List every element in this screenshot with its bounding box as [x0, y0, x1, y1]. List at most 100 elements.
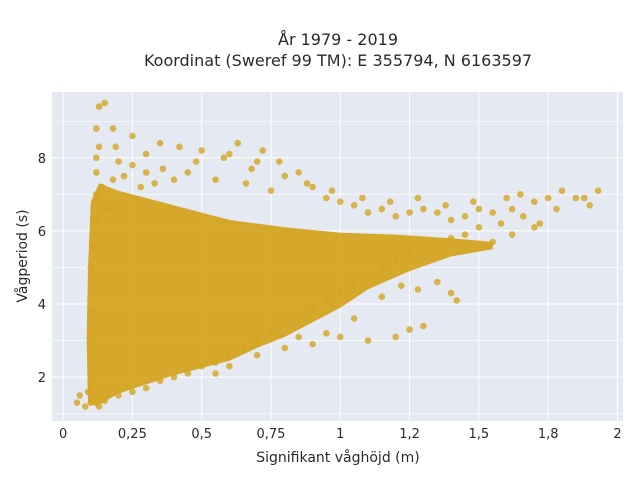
scatter-point: [309, 340, 316, 348]
scatter-point: [95, 143, 103, 151]
scatter-point: [248, 165, 255, 173]
scatter-point: [198, 362, 205, 370]
scatter-point: [489, 209, 497, 216]
scatter-point: [586, 202, 593, 209]
scatter-point: [295, 333, 303, 341]
scatter-point: [386, 198, 394, 205]
scatter-point: [295, 169, 303, 176]
scatter-point: [328, 187, 336, 194]
scatter-point: [378, 205, 386, 213]
scatter-point: [350, 202, 358, 209]
x-axis-title: Signifikant våghöjd (m): [256, 449, 419, 466]
scatter-point: [414, 286, 422, 293]
scatter-point: [240, 344, 247, 352]
scatter-point: [115, 392, 122, 399]
scatter-point: [475, 205, 483, 213]
scatter-core-region: [86, 183, 493, 407]
scatter-point: [453, 297, 461, 304]
scatter-point: [434, 209, 441, 216]
scatter-point: [323, 297, 330, 304]
scatter-point: [544, 194, 552, 202]
x-tick-label: 0,75: [256, 427, 285, 442]
scatter-point: [220, 154, 228, 162]
scatter-point: [295, 311, 303, 319]
scatter-point: [558, 187, 566, 194]
scatter-point: [156, 139, 164, 147]
scatter-point: [447, 289, 455, 297]
scatter-point: [87, 351, 95, 359]
x-axis-ticks: 0 0,25 0,5 0,75 1 1,2 1,5 1,8 2: [59, 427, 622, 442]
scatter-point: [87, 308, 95, 315]
scatter-point: [90, 330, 97, 337]
scatter-point: [93, 125, 100, 132]
scatter-point: [212, 176, 219, 183]
y-tick-label: 4: [38, 298, 46, 313]
scatter-point: [470, 198, 477, 205]
scatter-point: [420, 205, 427, 213]
scatter-point: [142, 384, 150, 392]
scatter-point: [159, 165, 167, 173]
x-tick-label: 0: [59, 427, 67, 442]
scatter-point: [226, 362, 233, 370]
scatter-point: [95, 103, 103, 110]
scatter-point: [184, 370, 192, 377]
y-tick-label: 8: [38, 152, 46, 167]
scatter-point: [170, 373, 178, 381]
scatter-point: [323, 194, 330, 202]
scatter-point: [475, 224, 483, 231]
scatter-point: [90, 242, 97, 249]
x-tick-label: 2: [613, 427, 621, 442]
x-tick-label: 1: [336, 427, 344, 442]
scatter-point: [129, 161, 136, 169]
scatter-point: [303, 180, 311, 187]
scatter-point: [129, 388, 136, 396]
scatter-point: [93, 154, 100, 162]
scatter-point: [87, 264, 95, 271]
scatter-point: [234, 139, 241, 147]
scatter-point: [84, 388, 92, 396]
scatter-point: [519, 213, 527, 220]
scatter-point: [87, 381, 95, 388]
scatter-point: [226, 351, 233, 359]
scatter-point: [434, 242, 441, 249]
scatter-point: [253, 158, 261, 165]
scatter-point: [212, 359, 219, 366]
scatter-point: [414, 194, 422, 202]
scatter-point: [101, 99, 108, 107]
scatter-point: [364, 337, 372, 344]
scatter-point: [447, 216, 455, 224]
scatter-point: [112, 143, 120, 151]
x-tick-label: 1,5: [469, 427, 490, 442]
scatter-point: [572, 194, 580, 202]
scatter-point: [151, 180, 158, 187]
scatter-point: [442, 202, 449, 209]
scatter-point: [434, 278, 441, 286]
scatter-point: [142, 169, 150, 176]
scatter-density-band: [86, 183, 493, 407]
scatter-point: [98, 183, 106, 191]
scatter-point: [87, 399, 95, 407]
scatter-point: [337, 289, 344, 297]
scatter-point: [359, 194, 366, 202]
scatter-point: [309, 304, 316, 312]
scatter-point: [198, 147, 205, 154]
scatter-point: [120, 172, 128, 180]
scatter-point: [109, 125, 117, 132]
scatter-point: [309, 183, 316, 191]
scatter-point: [517, 191, 524, 198]
scatter-point: [276, 158, 283, 165]
scatter-point: [212, 370, 219, 377]
scatter-point: [337, 333, 344, 341]
scatter-point: [392, 333, 400, 341]
scatter-point: [531, 198, 538, 205]
x-tick-label: 1,8: [538, 427, 559, 442]
scatter-point: [93, 169, 100, 176]
scatter-point: [253, 337, 261, 344]
scatter-point: [350, 315, 358, 322]
scatter-point: [323, 330, 330, 337]
scatter-point: [594, 187, 602, 194]
scatter-point: [392, 213, 400, 220]
scatter-point: [101, 397, 108, 405]
scatter-point: [503, 194, 510, 202]
